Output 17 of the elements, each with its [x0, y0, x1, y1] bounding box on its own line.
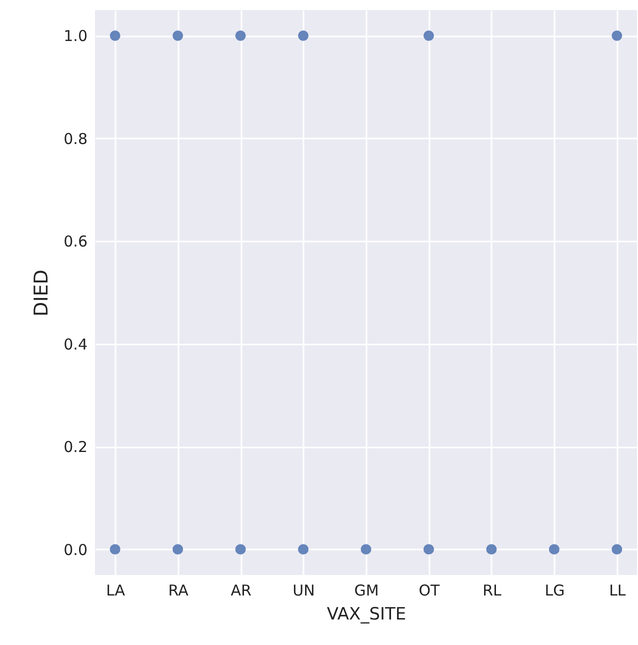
x-tick-label: AR	[230, 582, 252, 600]
y-tick-label: 1.0	[64, 27, 88, 46]
x-tick-label: GM	[354, 582, 379, 600]
y-tick-label: 0.4	[64, 335, 88, 354]
y-tick-label: 0.0	[64, 540, 88, 559]
y-tick-label: 0.6	[64, 232, 88, 251]
x-tick-label: LL	[609, 582, 626, 600]
x-axis-title: VAX_SITE	[326, 604, 406, 624]
y-tick-label: 0.2	[64, 438, 88, 456]
y-axis-title: DIED	[30, 270, 53, 316]
x-tick-label: UN	[292, 582, 315, 600]
x-tick-label: LG	[544, 582, 565, 600]
x-tick-label: LA	[106, 582, 126, 600]
x-tick-label: RL	[482, 582, 502, 600]
x-tick-label: RA	[168, 582, 190, 600]
y-tick-label: 0.8	[64, 130, 88, 148]
x-tick-label: OT	[418, 582, 441, 600]
